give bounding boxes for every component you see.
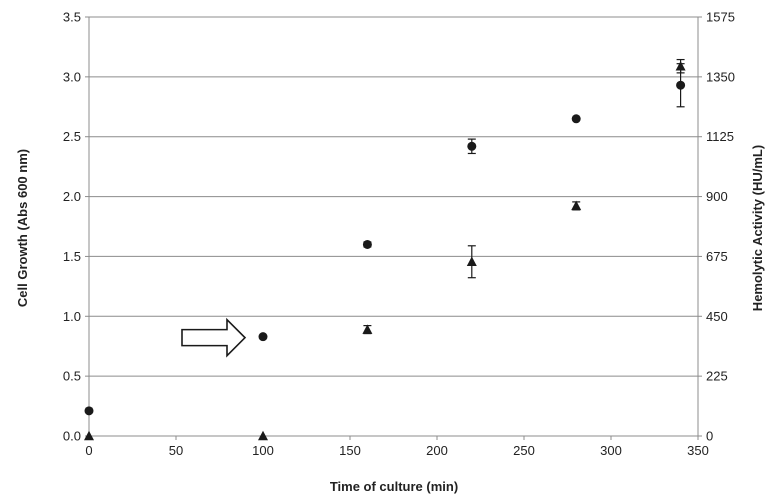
data-point-circle [84, 406, 94, 416]
data-point-triangle [84, 430, 94, 441]
y-tick-label: 3.0 [63, 69, 81, 84]
y-tick-label: 1.0 [63, 309, 81, 324]
x-tick-label: 250 [513, 443, 535, 458]
data-point-triangle [571, 200, 582, 211]
x-tick-label: 150 [339, 443, 361, 458]
data-layer [84, 58, 686, 441]
arrow-annotation [181, 317, 247, 358]
y-axis-title: Cell Growth (Abs 600 nm) [15, 149, 30, 307]
data-point-triangle [362, 324, 373, 334]
data-point-circle [467, 141, 477, 151]
y2-tick-label: 1575 [706, 10, 735, 25]
y2-tick-label: 675 [706, 249, 728, 264]
data-point-circle [362, 239, 372, 249]
y2-tick-label: 0 [706, 429, 713, 444]
y2-axis-title: Hemolytic Activity (HU/mL) [750, 145, 765, 311]
y-tick-label: 0.0 [63, 429, 81, 444]
data-point-circle [571, 114, 581, 124]
axis-layer [85, 16, 702, 440]
x-tick-label: 200 [426, 443, 448, 458]
tick-layer: 0.0 0.5 1.0 1.5 2.0 2.5 3.0 3.5 0 225 450 675 900 112… [63, 10, 735, 459]
y-tick-label: 3.5 [63, 10, 81, 25]
y2-tick-label: 225 [706, 369, 728, 384]
data-point-circle [258, 332, 268, 342]
annotation-layer [181, 317, 247, 358]
x-tick-label: 300 [600, 443, 622, 458]
data-point-circle [676, 80, 686, 90]
grid-layer [89, 16, 698, 377]
y-tick-label: 0.5 [63, 369, 81, 384]
y-tick-label: 1.5 [63, 249, 81, 264]
y-tick-label: 2.0 [63, 189, 81, 204]
y2-tick-label: 900 [706, 189, 728, 204]
x-axis-title: Time of culture (min) [330, 479, 458, 494]
y2-tick-label: 1125 [706, 129, 734, 144]
y-tick-label: 2.5 [63, 129, 81, 144]
data-point-triangle [675, 60, 686, 71]
x-tick-label: 0 [85, 443, 92, 458]
x-tick-label: 100 [252, 443, 274, 458]
x-tick-label: 350 [687, 443, 709, 458]
y2-tick-label: 450 [706, 309, 728, 324]
y2-tick-label: 1350 [706, 69, 735, 84]
data-point-triangle [466, 256, 477, 266]
x-tick-label: 50 [169, 443, 183, 458]
data-point-triangle [258, 430, 268, 441]
